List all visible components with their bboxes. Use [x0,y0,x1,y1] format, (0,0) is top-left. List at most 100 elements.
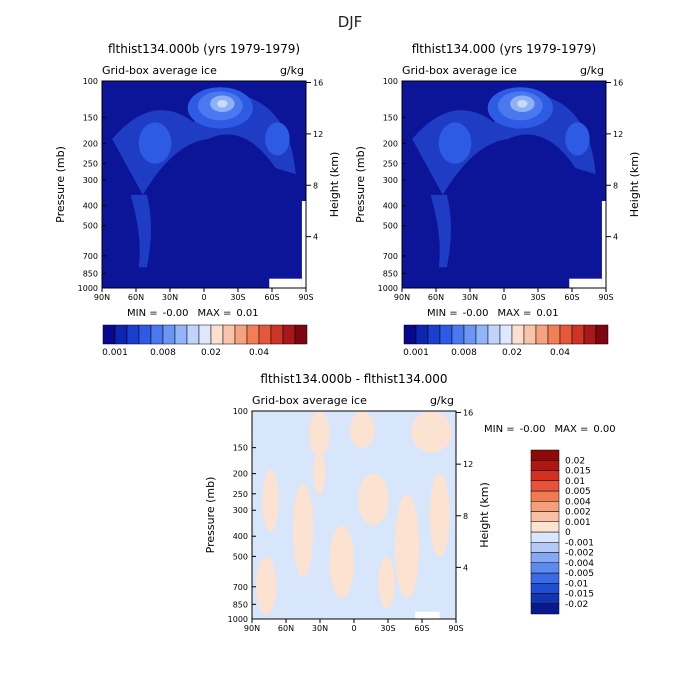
colorbar-label: 0.01 [565,477,585,487]
colorbar-swatch [530,603,560,615]
max-value: 0.01 [536,308,558,319]
colorbar-swatch [487,324,501,345]
colorbar-label: 0.001 [403,348,429,358]
positive-anomaly-patch [292,483,314,578]
panel-p2: flthist134.000 (yrs 1979-1979) Grid-box a… [354,42,641,358]
variable-label: Grid-box average ice [102,64,217,77]
x-tick-label: 0 [201,293,206,302]
colorbar-swatch [282,324,296,345]
colorbar-swatch [547,324,561,345]
colorbar-label: 0.001 [102,348,128,358]
y-axis-right-label: Height (km) [328,152,341,218]
colorbar-swatch [294,324,308,345]
max-label: MAX = [198,308,232,319]
colorbar-swatch [258,324,272,345]
x-tick-label: 30S [380,624,395,633]
panel-title: flthist134.000 (yrs 1979-1979) [412,42,596,56]
colorbar-swatch [499,324,513,345]
colorbar-label: -0.01 [565,579,588,589]
colorbar-label: -0.015 [565,590,594,600]
panel-title: flthist134.000b (yrs 1979-1979) [108,42,300,56]
colorbar-swatch [198,324,212,345]
pressure-tick-label: 100 [83,77,98,86]
pressure-tick-label: 250 [383,159,398,168]
height-tick-label: 8 [613,181,618,190]
colorbar-label: 0.02 [502,348,522,358]
pressure-tick-label: 100 [383,77,398,86]
pressure-tick-label: 700 [83,252,98,261]
x-tick-label: 30N [312,624,328,633]
min-label: MIN = [427,308,458,319]
x-tick-label: 90N [394,293,410,302]
height-tick-label: 8 [463,512,468,521]
panel-title: flthist134.000b - flthist134.000 [260,372,447,386]
colorbar-label: 0.015 [565,467,591,477]
x-tick-label: 0 [501,293,506,302]
colorbar-label: -0.02 [565,600,588,610]
x-tick-label: 30S [530,293,545,302]
colorbar: 0.001 0.008 0.02 0.04 [102,324,308,358]
positive-anomaly-patch [411,411,452,453]
height-tick-label: 12 [313,130,323,139]
colorbar-label: -0.004 [565,559,594,569]
missing-data-region [415,611,440,619]
y-axis-label: Pressure (mb) [354,146,367,223]
colorbar-swatch [530,449,560,461]
height-tick-label: 16 [613,79,623,88]
height-tick-label: 4 [463,563,468,572]
max-label: MAX = [498,308,532,319]
colorbar-swatch [270,324,284,345]
colorbar-label: -0.002 [565,549,594,559]
max-label: MAX = [555,424,589,435]
units-label: g/kg [430,394,454,407]
positive-anomaly-patch [329,525,355,599]
colorbar-swatch [210,324,224,345]
colorbar-swatch [403,324,417,345]
colorbar-swatch [114,324,128,345]
colorbar-swatch [246,324,260,345]
pressure-tick-label: 1000 [228,615,248,624]
y-axis-label: Pressure (mb) [204,477,217,554]
colorbar-swatch [186,324,200,345]
y-axis-right-label: Height (km) [628,152,641,218]
min-value: -0.00 [163,308,189,319]
colorbar-swatch [530,521,560,533]
pressure-tick-label: 700 [233,583,248,592]
x-tick-label: 90S [298,293,313,302]
colorbar-swatch [595,324,609,345]
y-axis-right-label: Height (km) [478,482,491,548]
pressure-tick-label: 1000 [378,284,398,293]
height-tick-label: 12 [463,460,473,469]
colorbar-label: 0.04 [550,348,570,358]
min-value: -0.00 [463,308,489,319]
pressure-tick-label: 150 [83,113,98,122]
colorbar-swatch [530,572,560,584]
colorbar: 0.001 0.008 0.02 0.04 [403,324,609,358]
pressure-tick-label: 300 [83,176,98,185]
x-tick-label: 30N [462,293,478,302]
colorbar: -0.02-0.015-0.01-0.005-0.004-0.002-0.001… [530,449,594,615]
height-tick-label: 16 [313,79,323,88]
colorbar-label: 0.004 [565,497,591,507]
colorbar-label: 0.02 [201,348,221,358]
missing-data-region [301,201,306,288]
min-label: MIN = [484,424,515,435]
colorbar-swatch [530,562,560,574]
contour-band [565,122,590,156]
height-tick-label: 4 [613,233,618,242]
positive-anomaly-patch [313,452,326,495]
y-axis-label: Pressure (mb) [54,146,67,223]
pressure-tick-label: 500 [383,222,398,231]
x-tick-label: 60S [564,293,579,302]
x-tick-label: 60N [428,293,444,302]
positive-anomaly-patch [358,473,389,526]
colorbar-swatch [439,324,453,345]
contour-band [265,122,290,156]
p3-field [252,411,456,619]
x-tick-label: 30N [162,293,178,302]
positive-anomaly-patch [349,411,375,449]
pressure-tick-label: 200 [83,139,98,148]
positive-anomaly-patch [394,494,420,599]
height-tick-label: 8 [313,181,318,190]
colorbar-swatch [530,470,560,481]
